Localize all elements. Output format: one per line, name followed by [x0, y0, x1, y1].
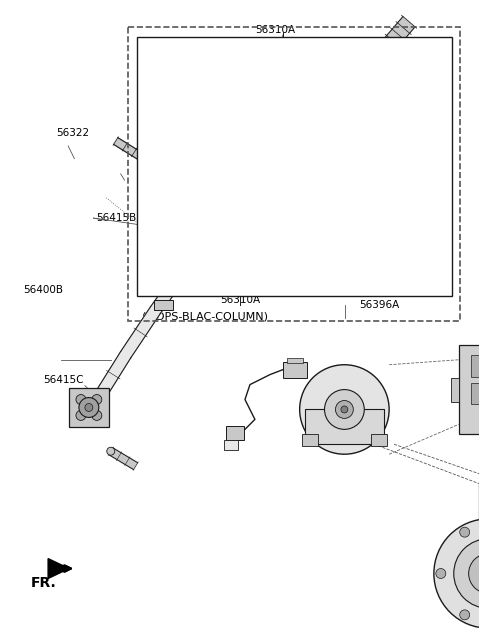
Circle shape — [436, 569, 446, 579]
Bar — [69, 387, 109, 427]
Circle shape — [240, 145, 248, 153]
Bar — [335, 141, 352, 157]
Text: 56400B: 56400B — [23, 285, 63, 295]
Bar — [208, 204, 252, 233]
Bar — [471, 355, 480, 377]
FancyBboxPatch shape — [366, 237, 395, 261]
Circle shape — [92, 410, 102, 420]
Bar — [287, 358, 302, 363]
Text: 56396A: 56396A — [360, 300, 399, 310]
Bar — [305, 410, 384, 445]
Text: FR.: FR. — [31, 576, 57, 590]
Polygon shape — [239, 196, 271, 230]
Circle shape — [152, 162, 159, 170]
Circle shape — [158, 168, 167, 176]
Polygon shape — [151, 265, 190, 314]
Polygon shape — [114, 137, 155, 167]
Circle shape — [155, 164, 170, 180]
Ellipse shape — [468, 553, 480, 593]
Bar — [283, 362, 307, 378]
Polygon shape — [108, 448, 138, 469]
Circle shape — [168, 169, 178, 179]
Polygon shape — [180, 226, 213, 272]
Circle shape — [225, 214, 235, 223]
Bar — [459, 345, 480, 434]
Circle shape — [287, 218, 302, 233]
Ellipse shape — [434, 519, 480, 628]
Circle shape — [92, 394, 102, 404]
Text: 1360CF: 1360CF — [156, 188, 195, 198]
FancyBboxPatch shape — [363, 259, 397, 279]
Circle shape — [240, 137, 248, 145]
Circle shape — [79, 398, 99, 417]
Bar — [137, 37, 452, 296]
Ellipse shape — [324, 390, 364, 429]
Bar — [255, 122, 335, 177]
Circle shape — [369, 126, 379, 136]
Text: 56397: 56397 — [340, 265, 373, 275]
Text: 56330A: 56330A — [152, 268, 192, 277]
Circle shape — [192, 207, 205, 221]
Text: 56310A: 56310A — [255, 25, 295, 35]
Text: 56322: 56322 — [56, 128, 89, 138]
Polygon shape — [96, 352, 131, 398]
Bar — [128, 27, 459, 321]
Text: 56310A: 56310A — [220, 295, 260, 305]
Circle shape — [235, 214, 245, 223]
Circle shape — [195, 211, 201, 217]
Circle shape — [225, 212, 235, 221]
Circle shape — [76, 394, 86, 404]
Bar — [474, 534, 480, 563]
Circle shape — [460, 610, 469, 620]
Bar — [301, 434, 318, 446]
Bar — [224, 440, 238, 450]
Circle shape — [215, 214, 225, 223]
Bar — [451, 378, 459, 401]
Bar — [371, 434, 387, 446]
Circle shape — [460, 527, 469, 537]
Text: 56340C: 56340C — [244, 273, 284, 282]
Bar — [226, 426, 244, 440]
Bar — [158, 190, 167, 193]
Text: 56415C: 56415C — [43, 375, 84, 385]
Ellipse shape — [454, 539, 480, 608]
Ellipse shape — [336, 401, 353, 418]
Bar — [471, 383, 480, 404]
Ellipse shape — [341, 406, 348, 413]
Polygon shape — [120, 307, 160, 358]
Circle shape — [240, 153, 248, 161]
Circle shape — [107, 447, 115, 455]
Circle shape — [76, 410, 86, 420]
Circle shape — [85, 403, 93, 411]
Circle shape — [218, 205, 242, 228]
Circle shape — [291, 221, 299, 230]
Polygon shape — [373, 17, 415, 62]
Ellipse shape — [300, 364, 389, 454]
Polygon shape — [312, 90, 357, 137]
Bar — [154, 300, 173, 310]
Text: (MDPS-BLAC-COLUMN): (MDPS-BLAC-COLUMN) — [142, 312, 268, 322]
Text: 1350LE: 1350LE — [175, 156, 214, 166]
Bar — [479, 484, 480, 534]
Text: 56415B: 56415B — [96, 212, 136, 223]
Circle shape — [170, 172, 174, 176]
Bar — [370, 156, 382, 166]
Polygon shape — [258, 172, 287, 205]
Text: 13385: 13385 — [280, 228, 313, 238]
Polygon shape — [48, 558, 69, 579]
Bar — [155, 191, 170, 200]
Bar — [233, 131, 255, 167]
Polygon shape — [341, 50, 387, 102]
Text: 56390C: 56390C — [295, 179, 335, 189]
